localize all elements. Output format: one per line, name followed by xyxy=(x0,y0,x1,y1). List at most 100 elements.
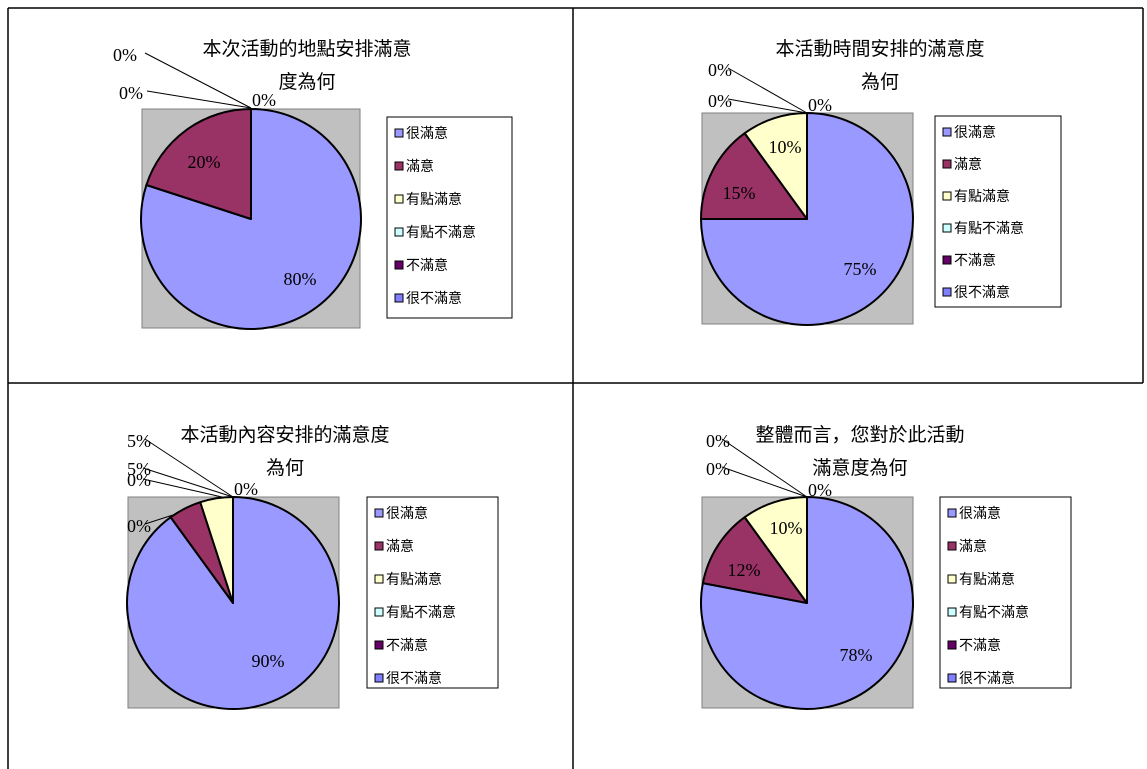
legend-swatch xyxy=(947,541,957,551)
leader-line xyxy=(144,438,234,498)
legend-label: 滿意 xyxy=(954,156,982,173)
legend-swatch xyxy=(942,223,952,233)
legend-label: 很不滿意 xyxy=(386,670,442,687)
legend-swatch xyxy=(374,574,384,584)
legend-label: 不滿意 xyxy=(954,252,996,269)
legend-label: 很滿意 xyxy=(954,124,996,141)
leader-line xyxy=(144,52,252,109)
chart-title-line: 本活動內容安排的滿意度 xyxy=(180,424,389,446)
leader-line xyxy=(727,67,808,114)
legend-swatch xyxy=(942,191,952,201)
slice-value-label: 5% xyxy=(127,459,151,479)
slice-value-label: 0% xyxy=(127,470,151,490)
chart-title-line: 為何 xyxy=(861,71,899,93)
leader-line xyxy=(144,513,177,525)
slice-value-label: 15% xyxy=(723,183,756,203)
leader-line xyxy=(721,466,808,498)
legend-swatch xyxy=(942,255,952,265)
legend-label: 很不滿意 xyxy=(954,284,1010,301)
legend-label: 很滿意 xyxy=(959,505,1001,522)
legend-swatch xyxy=(394,161,404,171)
legend-swatch xyxy=(394,194,404,204)
chart-title-line: 度為何 xyxy=(278,71,335,93)
legend-label: 有點不滿意 xyxy=(959,604,1029,621)
pie-slice xyxy=(145,108,252,220)
legend-label: 滿意 xyxy=(406,158,434,175)
chart-title-line: 為何 xyxy=(266,457,304,479)
legend-label: 滿意 xyxy=(386,538,414,555)
legend-label: 有點不滿意 xyxy=(386,604,456,621)
legend-swatch xyxy=(942,159,952,169)
legend-swatch xyxy=(947,640,957,650)
legend-swatch xyxy=(947,607,957,617)
legend-swatch xyxy=(947,673,957,683)
chart-title-line: 整體而言，您對於此活動 xyxy=(755,424,964,446)
legend-label: 有點滿意 xyxy=(386,571,442,588)
legend-label: 很滿意 xyxy=(406,125,448,142)
slice-value-label: 0% xyxy=(708,91,732,111)
slice-value-label: 75% xyxy=(844,259,877,279)
legend-swatch xyxy=(374,508,384,518)
legend-swatch xyxy=(374,640,384,650)
legend-label: 有點不滿意 xyxy=(954,220,1024,237)
slice-value-label: 0% xyxy=(252,90,276,110)
slice-value-label: 0% xyxy=(127,516,151,536)
slice-value-label: 0% xyxy=(113,45,137,65)
slice-value-label: 20% xyxy=(188,152,221,172)
slice-value-label: 0% xyxy=(808,480,832,500)
legend-swatch xyxy=(394,260,404,270)
chart-title-line: 滿意度為何 xyxy=(812,457,907,479)
legend-swatch xyxy=(947,508,957,518)
slice-value-label: 90% xyxy=(252,651,285,671)
legend-label: 很不滿意 xyxy=(406,290,462,307)
leader-line xyxy=(727,98,808,114)
pie-slice xyxy=(700,132,808,220)
chart-title-line: 本活動時間安排的滿意度 xyxy=(775,38,984,60)
slice-value-label: 80% xyxy=(284,269,317,289)
slice-value-label: 5% xyxy=(127,431,151,451)
slice-value-label: 0% xyxy=(706,431,730,451)
slice-value-label: 10% xyxy=(769,137,802,157)
legend-swatch xyxy=(394,128,404,138)
legend-swatch xyxy=(374,607,384,617)
legend-box xyxy=(386,116,513,319)
pie-chart-1: 80% 20% 0% 0% 0% 本次活動的地點安排滿意度為何很滿意滿意有點滿意有點不滿意… xyxy=(113,38,513,330)
legend-label: 很滿意 xyxy=(386,505,428,522)
slice-value-label: 12% xyxy=(728,560,761,580)
leader-line xyxy=(142,478,223,498)
legend-label: 不滿意 xyxy=(959,637,1001,654)
slice-value-label: 78% xyxy=(840,645,873,665)
legend-swatch xyxy=(374,541,384,551)
slice-value-label: 0% xyxy=(119,83,143,103)
slice-value-label: 0% xyxy=(708,60,732,80)
legend-swatch xyxy=(947,574,957,584)
charts-root: 80%20%0%0% 0%本次活動的地點安排滿意度為何很滿意滿意有點滿意有點不滿意… xyxy=(113,38,1072,710)
legend-swatch xyxy=(374,673,384,683)
chart-title-line: 本次活動的地點安排滿意 xyxy=(202,38,411,60)
legend-box xyxy=(939,496,1072,689)
pie-chart-3: 90%5%5%0%0%0%本活動內容安排的滿意度為何很滿意滿意有點滿意有點不滿意… xyxy=(126,424,499,710)
legend-swatch xyxy=(942,127,952,137)
legend-label: 有點滿意 xyxy=(954,188,1010,205)
pie-slice xyxy=(700,112,914,326)
legend-box xyxy=(366,496,499,689)
legend-swatch xyxy=(394,227,404,237)
legend-label: 滿意 xyxy=(959,538,987,555)
legend-swatch xyxy=(394,293,404,303)
pie-chart-4: 78%12%10%0%0%0%整體而言，您對於此活動滿意度為何很滿意滿意有點滿意… xyxy=(700,424,1072,710)
legend-label: 有點不滿意 xyxy=(406,224,476,241)
legend-box xyxy=(934,115,1062,308)
legend-swatch xyxy=(942,287,952,297)
slice-value-label: 0% xyxy=(808,95,832,115)
slice-value-label: 0% xyxy=(706,459,730,479)
leader-line xyxy=(146,90,252,109)
leader-line xyxy=(142,467,234,498)
leader-line xyxy=(721,438,808,498)
legend-label: 很不滿意 xyxy=(959,670,1015,687)
legend-label: 有點滿意 xyxy=(406,191,462,208)
legend-label: 不滿意 xyxy=(386,637,428,654)
